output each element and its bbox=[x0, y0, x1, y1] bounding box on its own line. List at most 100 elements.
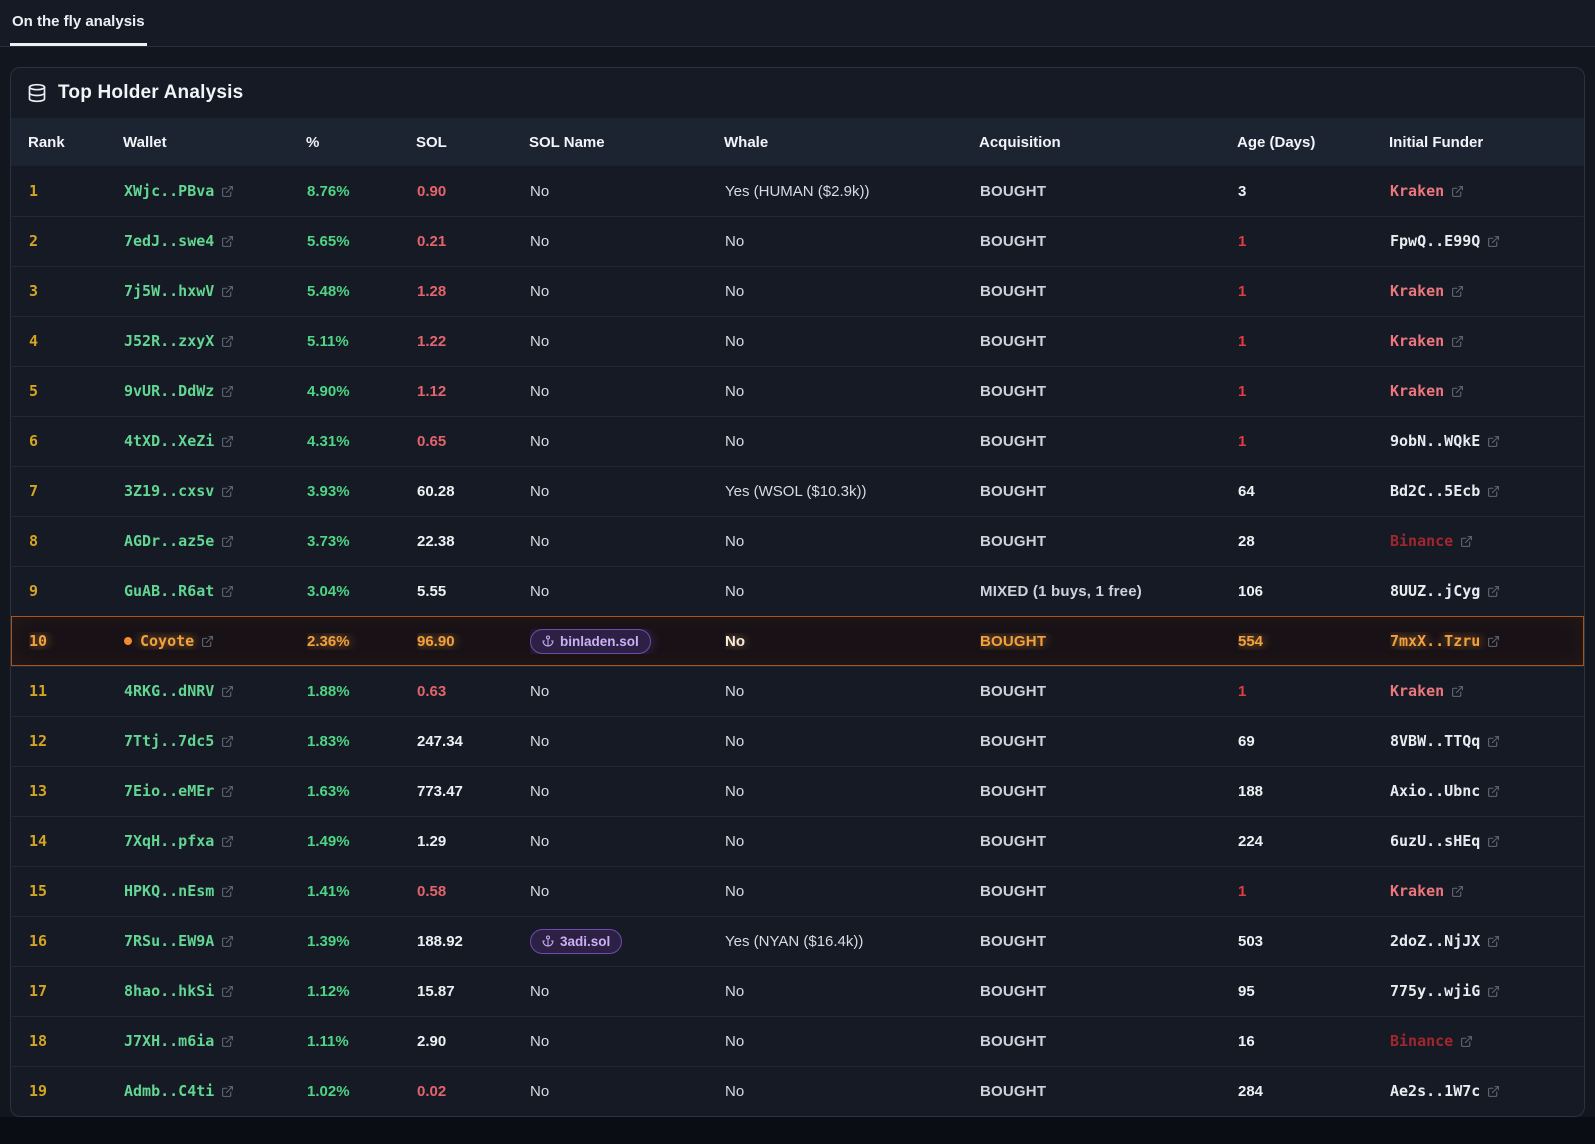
sol-cell: 0.58 bbox=[417, 882, 447, 900]
external-link-icon[interactable] bbox=[221, 435, 234, 448]
table-row-rank-6[interactable]: 6 4tXD..XeZi 4.31% 0.65 No No BOUGHT 1 9… bbox=[11, 416, 1584, 466]
table-row-rank-1[interactable]: 1 XWjc..PBva 8.76% 0.90 No Yes (HUMAN ($… bbox=[11, 166, 1584, 216]
table-row-rank-19[interactable]: 19 Admb..C4ti 1.02% 0.02 No No BOUGHT 28… bbox=[11, 1066, 1584, 1116]
wallet-address-link[interactable]: 8hao..hkSi bbox=[124, 982, 215, 1000]
external-link-icon[interactable] bbox=[221, 185, 234, 198]
funder-link[interactable]: Kraken bbox=[1390, 282, 1445, 300]
table-row-rank-18[interactable]: 18 J7XH..m6ia 1.11% 2.90 No No BOUGHT 16… bbox=[11, 1016, 1584, 1066]
external-link-icon[interactable] bbox=[221, 685, 234, 698]
external-link-icon[interactable] bbox=[221, 835, 234, 848]
funder-link[interactable]: Ae2s..1W7c bbox=[1390, 1082, 1481, 1100]
funder-link[interactable]: Kraken bbox=[1390, 682, 1445, 700]
external-link-icon[interactable] bbox=[221, 485, 234, 498]
external-link-icon[interactable] bbox=[221, 385, 234, 398]
table-row-rank-4[interactable]: 4 J52R..zxyX 5.11% 1.22 No No BOUGHT 1 K… bbox=[11, 316, 1584, 366]
funder-link[interactable]: Kraken bbox=[1390, 382, 1445, 400]
wallet-address-link[interactable]: 7Eio..eMEr bbox=[124, 782, 215, 800]
funder-link[interactable]: Kraken bbox=[1390, 882, 1445, 900]
external-link-icon[interactable] bbox=[221, 935, 234, 948]
funder-link[interactable]: Binance bbox=[1390, 1032, 1454, 1050]
external-link-icon[interactable] bbox=[1487, 235, 1500, 248]
tab-on-the-fly-analysis[interactable]: On the fly analysis bbox=[10, 0, 147, 46]
table-row-rank-5[interactable]: 5 9vUR..DdWz 4.90% 1.12 No No BOUGHT 1 K… bbox=[11, 366, 1584, 416]
external-link-icon[interactable] bbox=[1451, 685, 1464, 698]
funder-link[interactable]: Binance bbox=[1390, 532, 1454, 550]
funder-cell: 9obN..WQkE bbox=[1390, 432, 1567, 450]
table-row-rank-17[interactable]: 17 8hao..hkSi 1.12% 15.87 No No BOUGHT 9… bbox=[11, 966, 1584, 1016]
funder-link[interactable]: FpwQ..E99Q bbox=[1390, 232, 1481, 250]
external-link-icon[interactable] bbox=[1451, 185, 1464, 198]
wallet-address-link[interactable]: XWjc..PBva bbox=[124, 182, 215, 200]
table-row-rank-12[interactable]: 12 7Ttj..7dc5 1.83% 247.34 No No BOUGHT … bbox=[11, 716, 1584, 766]
external-link-icon[interactable] bbox=[221, 535, 234, 548]
table-row-rank-13[interactable]: 13 7Eio..eMEr 1.63% 773.47 No No BOUGHT … bbox=[11, 766, 1584, 816]
wallet-address-link[interactable]: 7RSu..EW9A bbox=[124, 932, 215, 950]
external-link-icon[interactable] bbox=[221, 335, 234, 348]
wallet-address-link[interactable]: AGDr..az5e bbox=[124, 532, 215, 550]
external-link-icon[interactable] bbox=[1487, 635, 1500, 648]
external-link-icon[interactable] bbox=[1487, 585, 1500, 598]
table-row-rank-7[interactable]: 7 3Z19..cxsv 3.93% 60.28 No Yes (WSOL ($… bbox=[11, 466, 1584, 516]
external-link-icon[interactable] bbox=[1460, 535, 1473, 548]
table-row-rank-14[interactable]: 14 7XqH..pfxa 1.49% 1.29 No No BOUGHT 22… bbox=[11, 816, 1584, 866]
funder-link[interactable]: 9obN..WQkE bbox=[1390, 432, 1481, 450]
wallet-address-link[interactable]: 7edJ..swe4 bbox=[124, 232, 215, 250]
table-row-rank-8[interactable]: 8 AGDr..az5e 3.73% 22.38 No No BOUGHT 28… bbox=[11, 516, 1584, 566]
table-row-rank-15[interactable]: 15 HPKQ..nEsm 1.41% 0.58 No No BOUGHT 1 … bbox=[11, 866, 1584, 916]
funder-link[interactable]: 775y..wjiG bbox=[1390, 982, 1481, 1000]
sol-name-cell: No bbox=[530, 783, 725, 800]
wallet-address-link[interactable]: 7XqH..pfxa bbox=[124, 832, 215, 850]
external-link-icon[interactable] bbox=[1487, 735, 1500, 748]
wallet-address-link[interactable]: J7XH..m6ia bbox=[124, 1032, 215, 1050]
wallet-address-link[interactable]: 9vUR..DdWz bbox=[124, 382, 215, 400]
funder-link[interactable]: Axio..Ubnc bbox=[1390, 782, 1481, 800]
external-link-icon[interactable] bbox=[1451, 335, 1464, 348]
external-link-icon[interactable] bbox=[1487, 935, 1500, 948]
table-row-rank-10[interactable]: 10 Coyote 2.36% 96.90 bbox=[11, 616, 1584, 666]
external-link-icon[interactable] bbox=[1487, 1085, 1500, 1098]
wallet-address-link[interactable]: 7Ttj..7dc5 bbox=[124, 732, 215, 750]
external-link-icon[interactable] bbox=[221, 985, 234, 998]
external-link-icon[interactable] bbox=[221, 1085, 234, 1098]
external-link-icon[interactable] bbox=[221, 785, 234, 798]
funder-link[interactable]: Bd2C..5Ecb bbox=[1390, 482, 1481, 500]
table-row-rank-16[interactable]: 16 7RSu..EW9A 1.39% 188.92 bbox=[11, 916, 1584, 966]
funder-link[interactable]: 2doZ..NjJX bbox=[1390, 932, 1481, 950]
wallet-address-link[interactable]: 4RKG..dNRV bbox=[124, 682, 215, 700]
funder-link[interactable]: Kraken bbox=[1390, 332, 1445, 350]
external-link-icon[interactable] bbox=[221, 285, 234, 298]
wallet-address-link[interactable]: Coyote bbox=[140, 632, 195, 650]
table-row-rank-3[interactable]: 3 7j5W..hxwV 5.48% 1.28 No No BOUGHT 1 K… bbox=[11, 266, 1584, 316]
table-row-rank-2[interactable]: 2 7edJ..swe4 5.65% 0.21 No No BOUGHT 1 F… bbox=[11, 216, 1584, 266]
external-link-icon[interactable] bbox=[1451, 285, 1464, 298]
external-link-icon[interactable] bbox=[1487, 485, 1500, 498]
external-link-icon[interactable] bbox=[221, 1035, 234, 1048]
external-link-icon[interactable] bbox=[1487, 435, 1500, 448]
external-link-icon[interactable] bbox=[1451, 885, 1464, 898]
external-link-icon[interactable] bbox=[221, 585, 234, 598]
external-link-icon[interactable] bbox=[221, 735, 234, 748]
external-link-icon[interactable] bbox=[201, 635, 214, 648]
funder-link[interactable]: 8UUZ..jCyg bbox=[1390, 582, 1481, 600]
wallet-address-link[interactable]: Admb..C4ti bbox=[124, 1082, 215, 1100]
funder-link[interactable]: Kraken bbox=[1390, 182, 1445, 200]
external-link-icon[interactable] bbox=[1487, 785, 1500, 798]
wallet-address-link[interactable]: 4tXD..XeZi bbox=[124, 432, 215, 450]
external-link-icon[interactable] bbox=[221, 885, 234, 898]
external-link-icon[interactable] bbox=[221, 235, 234, 248]
table-row-rank-9[interactable]: 9 GuAB..R6at 3.04% 5.55 No No MIXED (1 b… bbox=[11, 566, 1584, 616]
funder-link[interactable]: 8VBW..TTQq bbox=[1390, 732, 1481, 750]
external-link-icon[interactable] bbox=[1460, 1035, 1473, 1048]
funder-link[interactable]: 6uzU..sHEq bbox=[1390, 832, 1481, 850]
wallet-address-link[interactable]: HPKQ..nEsm bbox=[124, 882, 215, 900]
wallet-address-link[interactable]: J52R..zxyX bbox=[124, 332, 215, 350]
external-link-icon[interactable] bbox=[1451, 385, 1464, 398]
external-link-icon[interactable] bbox=[1487, 985, 1500, 998]
wallet-address-link[interactable]: GuAB..R6at bbox=[124, 582, 215, 600]
table-row-rank-11[interactable]: 11 4RKG..dNRV 1.88% 0.63 No No BOUGHT 1 … bbox=[11, 666, 1584, 716]
wallet-address-link[interactable]: 7j5W..hxwV bbox=[124, 282, 215, 300]
external-link-icon[interactable] bbox=[1487, 835, 1500, 848]
column-header-rank: Rank bbox=[28, 133, 65, 151]
funder-link[interactable]: 7mxX..Tzru bbox=[1390, 632, 1481, 650]
wallet-address-link[interactable]: 3Z19..cxsv bbox=[124, 482, 215, 500]
